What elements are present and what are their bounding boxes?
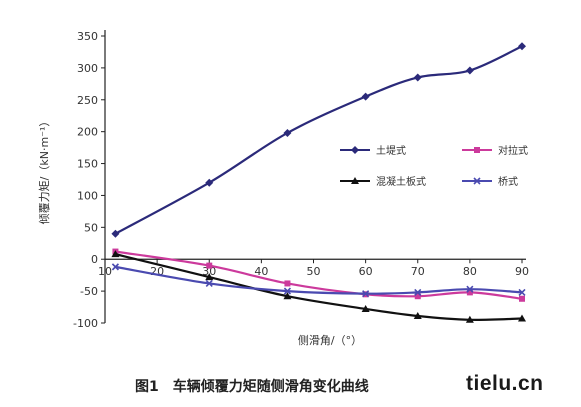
- legend-item: 土堤式: [340, 144, 406, 157]
- x-tick-label: 30: [202, 265, 216, 278]
- data-point: [111, 229, 120, 238]
- cross-stroke: [518, 288, 526, 296]
- data-point: [465, 66, 474, 75]
- x-tick-label: 90: [515, 265, 529, 278]
- y-tick-label: -50: [80, 285, 98, 298]
- legend-swatch-marker: [351, 177, 359, 184]
- legend-label: 土堤式: [376, 144, 406, 157]
- data-point: [414, 288, 422, 296]
- watermark-logo: tielu.cn: [466, 372, 544, 395]
- y-tick-label: 150: [77, 158, 98, 171]
- data-point: [466, 285, 474, 293]
- data-point: [205, 273, 214, 281]
- data-point: [414, 293, 421, 300]
- caption-number: 图1: [135, 379, 159, 395]
- y-tick-label: 300: [77, 62, 98, 75]
- figure-caption: 图1 车辆倾覆力矩随侧滑角变化曲线: [135, 376, 369, 396]
- y-tick-label: 100: [77, 189, 98, 202]
- data-point: [284, 280, 291, 287]
- data-point: [205, 178, 214, 187]
- x-tick-label: 10: [98, 265, 112, 278]
- x-tick-label: 40: [254, 265, 268, 278]
- y-tick-label: 0: [91, 253, 98, 266]
- cross-stroke: [283, 287, 292, 295]
- data-point: [362, 290, 370, 298]
- y-tick-label: 200: [77, 126, 98, 139]
- data-point: [518, 288, 526, 296]
- data-point: [466, 289, 473, 296]
- data-point: [206, 262, 213, 269]
- cross-stroke: [362, 290, 370, 298]
- legend-label: 混凝土板式: [376, 175, 426, 188]
- y-tick-label: 250: [77, 94, 98, 107]
- data-point: [111, 263, 119, 271]
- data-point: [413, 311, 422, 319]
- x-tick-label: 80: [463, 265, 477, 278]
- legend-swatch-marker: [351, 146, 359, 154]
- data-point: [205, 279, 213, 288]
- series-line: [114, 45, 523, 235]
- y-tick-label: -100: [73, 317, 98, 330]
- data-point: [361, 304, 370, 312]
- cross-stroke: [414, 288, 422, 296]
- series-layer: [111, 42, 526, 323]
- data-point: [519, 295, 525, 302]
- data-point: [283, 287, 292, 295]
- cross-stroke: [111, 263, 119, 271]
- data-point: [361, 92, 370, 101]
- y-tick-label: 50: [84, 221, 98, 234]
- cross-stroke: [473, 177, 481, 185]
- data-point: [518, 42, 526, 51]
- legend-swatch-marker: [473, 177, 481, 185]
- caption-text: 车辆倾覆力矩随侧滑角变化曲线: [172, 379, 369, 395]
- data-point: [283, 292, 292, 300]
- legend-item: 桥式: [462, 175, 518, 188]
- x-axis-title: 侧滑角/（°）: [298, 334, 362, 347]
- x-tick-label: 50: [307, 265, 321, 278]
- data-point: [518, 314, 526, 322]
- data-point: [413, 73, 422, 82]
- x-tick-label: 60: [359, 265, 373, 278]
- cross-stroke: [466, 285, 474, 293]
- series-1: [111, 42, 526, 238]
- legend-label: 桥式: [498, 175, 518, 188]
- data-point: [465, 315, 474, 323]
- legend-item: 对拉式: [462, 144, 528, 157]
- cross-stroke: [205, 279, 213, 288]
- data-point: [283, 128, 292, 137]
- x-tick-label: 70: [411, 265, 425, 278]
- series-line: [115, 253, 523, 321]
- legend-label: 对拉式: [498, 144, 528, 157]
- series-3: [111, 250, 526, 323]
- y-axis-title: 倾覆力矩/（kN·m⁻¹）: [38, 116, 51, 225]
- legend-item: 混凝土板式: [340, 175, 426, 188]
- y-tick-label: 350: [77, 30, 98, 43]
- data-point: [111, 250, 120, 258]
- series-4: [111, 263, 526, 298]
- legend-swatch-marker: [474, 147, 480, 153]
